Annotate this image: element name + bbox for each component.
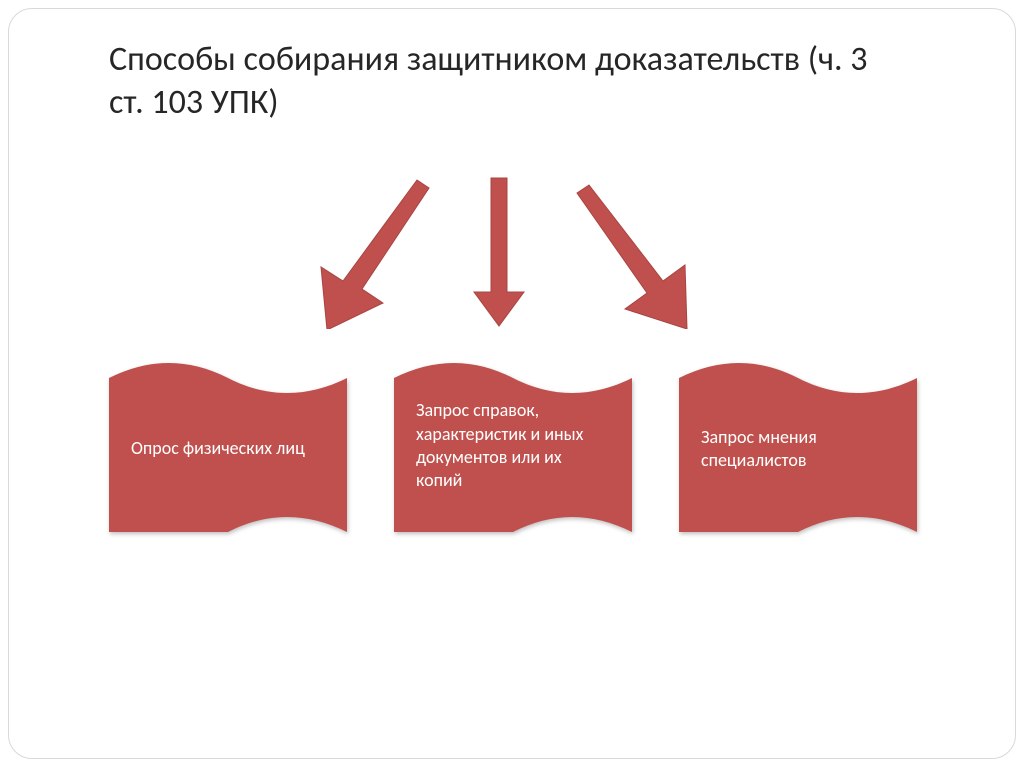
arrow-right: [569, 179, 739, 329]
scroll-label-1: Опрос физических лиц: [121, 404, 331, 494]
scroll-label-3: Запрос мнения специалистов: [691, 404, 901, 494]
scroll-label-2: Запрос справок, характеристик и иных док…: [406, 381, 620, 511]
arrow-center: [464, 174, 534, 329]
arrow-left: [267, 174, 437, 329]
slide-title: Способы собирания защитником доказательс…: [109, 39, 869, 124]
slide-frame: Способы собирания защитником доказательс…: [8, 8, 1016, 759]
